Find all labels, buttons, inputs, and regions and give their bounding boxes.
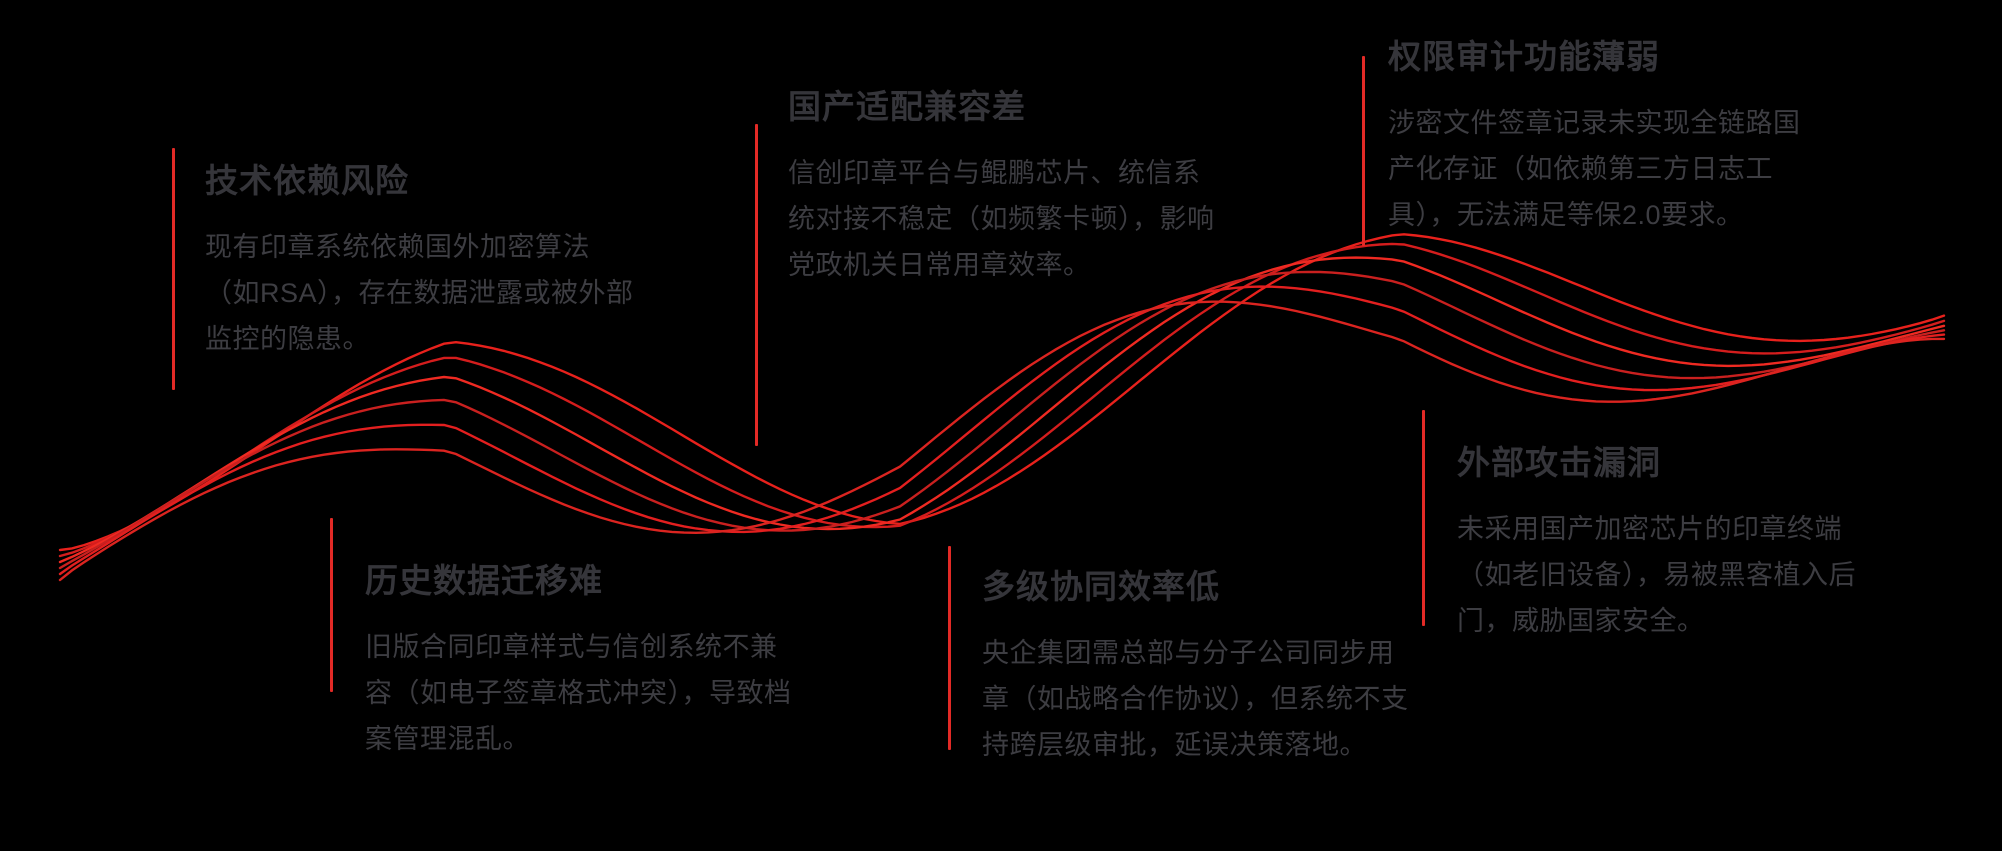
- risk-item-domestic-compat: 国产适配兼容差 信创印章平台与鲲鹏芯片、统信系统对接不稳定（如频繁卡顿），影响党…: [788, 86, 1218, 288]
- wave-line: [58, 285, 1946, 576]
- wave-line: [58, 300, 1946, 582]
- connector-line-audit-weak: [1362, 56, 1365, 246]
- risk-item-audit-weak: 权限审计功能薄弱 涉密文件签章记录未实现全链路国产化存证（如依赖第三方日志工具）…: [1388, 36, 1818, 238]
- risk-title: 技术依赖风险: [205, 162, 409, 199]
- connector-line-multilevel-collab: [948, 546, 951, 750]
- risk-body: 涉密文件签章记录未实现全链路国产化存证（如依赖第三方日志工具），无法满足等保2.…: [1388, 108, 1801, 230]
- risk-body: 旧版合同印章样式与信创系统不兼容（如电子签章格式冲突），导致档案管理混乱。: [365, 632, 792, 754]
- risk-item-external-attack: 外部攻击漏洞 未采用国产加密芯片的印章终端（如老旧设备），易被黑客植入后门，威胁…: [1457, 442, 1887, 644]
- risk-body: 信创印章平台与鲲鹏芯片、统信系统对接不稳定（如频繁卡顿），影响党政机关日常用章效…: [788, 158, 1215, 280]
- risk-body: 未采用国产加密芯片的印章终端（如老旧设备），易被黑客植入后门，威胁国家安全。: [1457, 514, 1856, 636]
- wave-line: [58, 270, 1946, 570]
- wave-line: [58, 256, 1946, 564]
- connector-line-external-attack: [1422, 410, 1425, 626]
- connector-line-history-migration: [330, 518, 333, 692]
- risk-item-tech-dependency: 技术依赖风险 现有印章系统依赖国外加密算法（如RSA），存在数据泄露或被外部监控…: [205, 160, 635, 362]
- risk-title: 外部攻击漏洞: [1457, 444, 1661, 481]
- risk-body: 央企集团需总部与分子公司同步用章（如战略合作协议），但系统不支持跨层级审批，延误…: [982, 638, 1409, 760]
- connector-line-tech-dependency: [172, 148, 175, 390]
- wave-line: [58, 233, 1946, 552]
- risk-title: 权限审计功能薄弱: [1388, 38, 1660, 75]
- risk-title: 历史数据迁移难: [365, 562, 603, 599]
- risk-body: 现有印章系统依赖国外加密算法（如RSA），存在数据泄露或被外部监控的隐患。: [205, 232, 634, 354]
- risk-item-history-migration: 历史数据迁移难 旧版合同印章样式与信创系统不兼容（如电子签章格式冲突），导致档案…: [365, 560, 795, 762]
- risk-item-multilevel-collab: 多级协同效率低 央企集团需总部与分子公司同步用章（如战略合作协议），但系统不支持…: [982, 566, 1412, 768]
- risk-title: 多级协同效率低: [982, 568, 1220, 605]
- wave-line: [58, 242, 1946, 558]
- risk-title: 国产适配兼容差: [788, 88, 1026, 125]
- connector-line-domestic-compat: [755, 124, 758, 446]
